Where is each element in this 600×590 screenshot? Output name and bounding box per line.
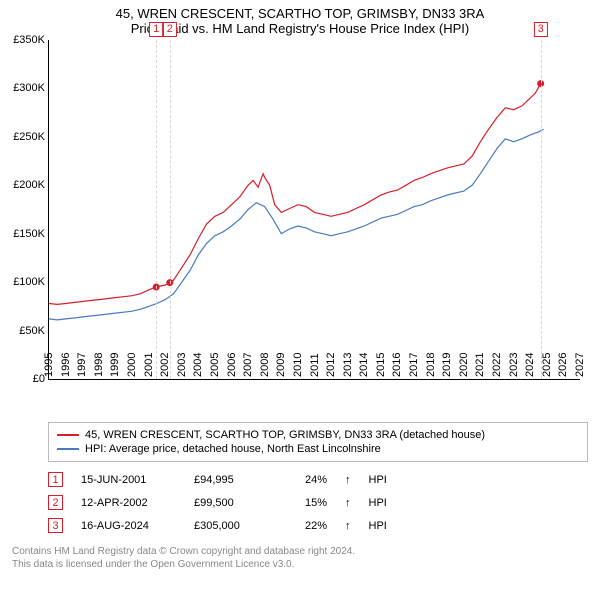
marker-label: 3 (534, 22, 548, 37)
x-axis-tick: 1996 (60, 353, 72, 379)
x-axis-tick: 2026 (557, 353, 569, 379)
x-axis-tick: 2019 (441, 353, 453, 379)
x-axis-tick: 2007 (242, 353, 254, 379)
transaction-date: 16-AUG-2024 (81, 520, 176, 532)
x-axis-tick: 2022 (491, 353, 503, 379)
x-axis-tick: 2014 (358, 353, 370, 379)
y-axis-tick: £150K (1, 228, 49, 240)
x-axis-tick: 2012 (325, 353, 337, 379)
x-axis-tick: 2020 (458, 353, 470, 379)
legend-swatch (57, 434, 79, 436)
x-axis-tick: 2009 (275, 353, 287, 379)
x-axis-tick: 1995 (43, 353, 55, 379)
footer-line-2: This data is licensed under the Open Gov… (12, 558, 588, 571)
x-axis-tick: 1997 (76, 353, 88, 379)
x-axis-tick: 2004 (192, 353, 204, 379)
chart-svg (49, 40, 580, 379)
transaction-compare: HPI (369, 497, 387, 509)
x-axis-tick: 2010 (292, 353, 304, 379)
transaction-compare: HPI (369, 520, 387, 532)
series-line (49, 84, 541, 305)
legend-label: HPI: Average price, detached house, Nort… (85, 443, 381, 455)
transaction-price: £305,000 (194, 520, 269, 532)
x-axis-tick: 2006 (226, 353, 238, 379)
arrow-up-icon: ↑ (345, 474, 351, 486)
y-axis-tick: £350K (1, 34, 49, 46)
x-axis-tick: 2027 (574, 353, 586, 379)
series-line (49, 129, 544, 320)
y-axis-tick: £300K (1, 82, 49, 94)
x-axis-tick: 1998 (93, 353, 105, 379)
footer-line-1: Contains HM Land Registry data © Crown c… (12, 545, 588, 558)
transaction-pct: 24% (287, 474, 327, 486)
x-axis-tick: 1999 (109, 353, 121, 379)
arrow-up-icon: ↑ (345, 520, 351, 532)
transactions-table: 1 15-JUN-2001 £94,995 24% ↑ HPI 2 12-APR-2002 £9… (48, 468, 588, 537)
x-axis-tick: 2003 (176, 353, 188, 379)
transaction-price: £94,995 (194, 474, 269, 486)
x-axis-tick: 2017 (408, 353, 420, 379)
chart-plot-area: £0£50K£100K£150K£200K£250K£300K£350K1995… (48, 40, 580, 380)
x-axis-tick: 2001 (143, 353, 155, 379)
x-axis-tick: 2021 (474, 353, 486, 379)
x-axis-tick: 2015 (375, 353, 387, 379)
y-axis-tick: £100K (1, 276, 49, 288)
chart-title-block: 45, WREN CRESCENT, SCARTHO TOP, GRIMSBY,… (0, 0, 600, 40)
transaction-compare: HPI (369, 474, 387, 486)
transaction-row: 2 12-APR-2002 £99,500 15% ↑ HPI (48, 491, 588, 514)
x-axis-tick: 2025 (541, 353, 553, 379)
transaction-row: 3 16-AUG-2024 £305,000 22% ↑ HPI (48, 514, 588, 537)
legend-row: 45, WREN CRESCENT, SCARTHO TOP, GRIMSBY,… (57, 428, 579, 442)
x-axis-tick: 2018 (425, 353, 437, 379)
y-axis-tick: £50K (1, 325, 49, 337)
transaction-date: 15-JUN-2001 (81, 474, 176, 486)
marker-vline (156, 40, 157, 379)
y-axis-tick: £200K (1, 179, 49, 191)
transaction-pct: 22% (287, 520, 327, 532)
legend-label: 45, WREN CRESCENT, SCARTHO TOP, GRIMSBY,… (85, 429, 485, 441)
x-axis-tick: 2023 (508, 353, 520, 379)
chart-footer: Contains HM Land Registry data © Crown c… (12, 545, 588, 571)
x-axis-tick: 2016 (391, 353, 403, 379)
x-axis-tick: 2000 (126, 353, 138, 379)
x-axis-tick: 2011 (309, 353, 321, 379)
x-axis-tick: 2005 (209, 353, 221, 379)
marker-label: 1 (149, 22, 163, 37)
transaction-badge: 3 (48, 518, 63, 533)
marker-label: 2 (163, 22, 177, 37)
marker-vline (170, 40, 171, 379)
transaction-badge: 1 (48, 472, 63, 487)
arrow-up-icon: ↑ (345, 497, 351, 509)
legend-swatch (57, 448, 79, 450)
transaction-price: £99,500 (194, 497, 269, 509)
transaction-row: 1 15-JUN-2001 £94,995 24% ↑ HPI (48, 468, 588, 491)
chart-title-1: 45, WREN CRESCENT, SCARTHO TOP, GRIMSBY,… (0, 6, 600, 21)
marker-vline (541, 40, 542, 379)
chart-title-2: Price paid vs. HM Land Registry's House … (0, 21, 600, 36)
y-axis-tick: £0 (1, 373, 49, 385)
transaction-badge: 2 (48, 495, 63, 510)
x-axis-tick: 2024 (524, 353, 536, 379)
transaction-pct: 15% (287, 497, 327, 509)
x-axis-tick: 2008 (259, 353, 271, 379)
legend-row: HPI: Average price, detached house, Nort… (57, 442, 579, 456)
chart-legend: 45, WREN CRESCENT, SCARTHO TOP, GRIMSBY,… (48, 422, 588, 462)
y-axis-tick: £250K (1, 131, 49, 143)
transaction-date: 12-APR-2002 (81, 497, 176, 509)
x-axis-tick: 2013 (342, 353, 354, 379)
